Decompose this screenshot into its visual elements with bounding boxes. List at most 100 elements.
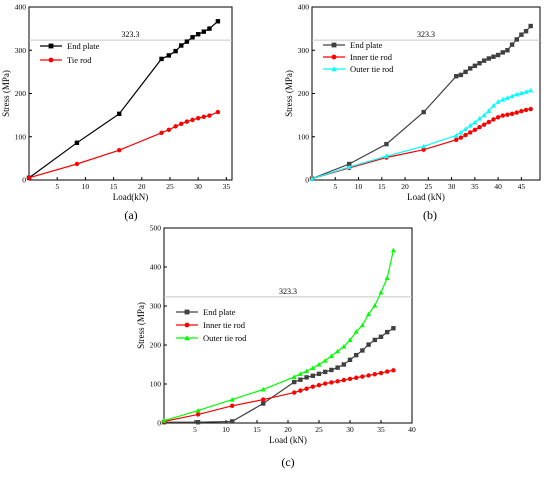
data-point [347,161,352,167]
data-point [505,48,510,53]
legend-entry: End plate [40,41,100,51]
data-point [477,125,482,130]
data-point [261,401,266,406]
legend-label: Inner tie rod [350,52,393,62]
data-point [166,127,172,133]
data-point [260,386,266,392]
data-point [458,72,464,78]
data-point [347,376,353,382]
data-point [292,379,297,385]
data-point [491,54,496,59]
x-tick-label: 20 [138,182,146,191]
data-point [500,50,505,55]
data-point [486,56,492,61]
panel-caption: (c) [281,455,294,469]
legend-entry: Outer tie rod [176,333,247,343]
data-point [372,372,377,377]
data-point [500,113,505,118]
data-point [481,58,487,63]
data-point [523,107,529,113]
panel-caption: (b) [423,208,437,222]
series-tie-rod [26,109,221,181]
data-point [297,371,303,376]
data-point [347,337,353,342]
data-point [454,74,459,79]
x-tick-label: 25 [425,182,433,191]
series-end-plate [309,23,533,181]
data-point [230,403,235,409]
data-point [195,412,201,417]
legend-marker [331,42,337,48]
data-point [463,132,468,138]
x-tick-label: 15 [253,425,261,434]
data-point [472,63,478,69]
data-point [173,124,178,129]
data-point [384,141,389,147]
data-point [26,175,32,181]
data-point [378,370,384,376]
x-axis-title: Load (kN) [407,192,445,202]
data-point [207,113,212,118]
data-point [490,103,496,108]
data-point [421,143,427,149]
y-tick-label: 200 [15,89,27,98]
data-point [505,112,510,117]
data-point [528,87,534,93]
panel-caption: (a) [124,208,137,222]
data-point [335,379,340,384]
data-point [359,322,365,328]
data-point [159,56,164,62]
y-tick-label: 300 [150,302,162,311]
reference-line-label: 323.3 [417,30,435,39]
x-tick-label: 30 [194,182,202,191]
data-point [323,381,328,386]
data-point [491,117,496,122]
y-tick-label: 400 [298,3,310,12]
y-tick-label: 0 [157,419,161,428]
data-point [341,377,346,383]
x-tick-label: 30 [346,425,354,434]
legend-entry: Outer tie rod [323,64,394,74]
x-tick-label: 10 [82,182,90,191]
data-point [472,119,478,125]
series-end-plate [161,326,396,425]
x-tick-label: 35 [223,182,231,191]
data-point [500,97,506,102]
y-tick-label: 200 [298,89,310,98]
data-point [316,382,322,388]
legend-label: End plate [203,307,236,317]
data-point [486,119,492,125]
series-inner-tie-rod [161,368,396,424]
y-tick-label: 400 [150,263,162,272]
data-point [378,289,384,295]
legend-label: Outer tie rod [350,64,394,74]
data-point [347,357,353,363]
data-point [463,126,469,131]
data-point [495,99,501,104]
series-outer-tie-rod [161,247,396,423]
data-point [161,418,167,423]
data-point [458,135,464,140]
data-point [353,329,359,334]
y-tick-label: 0 [22,176,26,185]
data-point [472,127,478,133]
data-point [528,106,533,112]
data-point [514,91,520,97]
legend-entry: Inner tie rod [323,52,393,62]
data-point [310,365,316,371]
data-point [322,358,328,363]
series-line [164,327,394,423]
data-point [229,397,235,402]
data-point [421,109,426,115]
x-tick-label: 5 [193,425,197,434]
legend-label: Inner tie rod [203,320,246,330]
data-point [179,121,184,126]
series-end-plate [26,19,221,181]
x-tick-label: 15 [378,182,386,191]
data-point [310,373,315,379]
legend-marker [48,43,54,49]
data-point [201,29,207,34]
y-tick-label: 500 [150,224,162,233]
data-point [310,384,315,389]
data-point [391,368,396,373]
